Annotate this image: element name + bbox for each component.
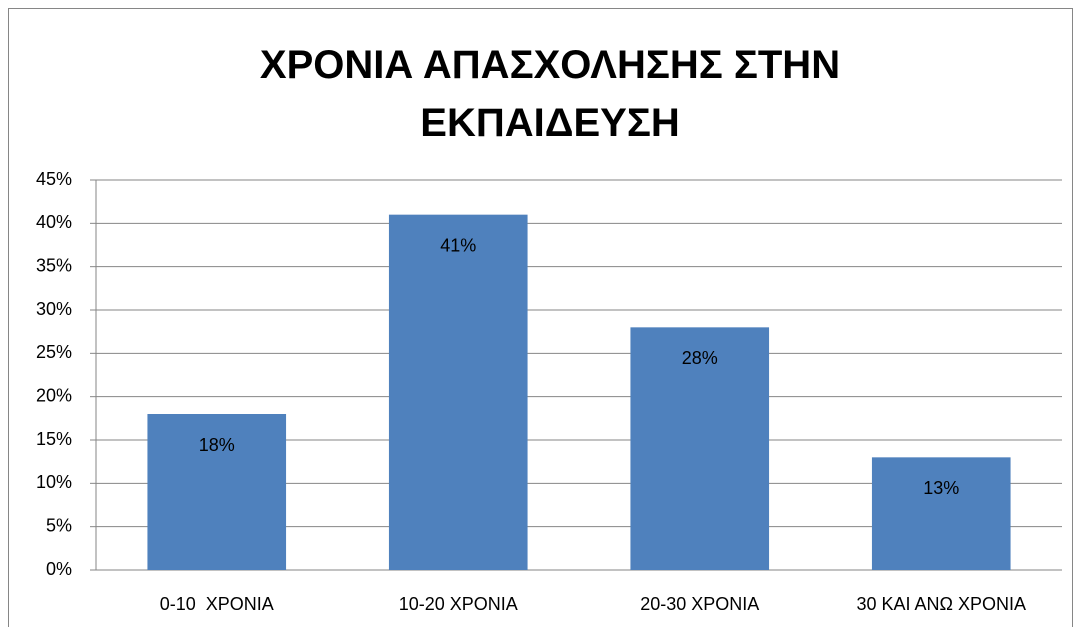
y-tick-label: 30% — [36, 299, 72, 319]
data-label: 18% — [199, 435, 235, 455]
y-tick-label: 10% — [36, 472, 72, 492]
bar — [630, 327, 770, 570]
x-tick-label: 20-30 ΧΡΟΝΙΑ — [640, 594, 759, 614]
chart-title: ΧΡΟΝΙΑ ΑΠΑΣΧΟΛΗΣΗΣ ΣΤΗΝ ΕΚΠΑΙΔΕΥΣΗ — [259, 43, 841, 145]
bar — [871, 457, 1011, 570]
y-tick-label: 40% — [36, 212, 72, 232]
data-label: 41% — [440, 235, 476, 255]
data-label: 28% — [682, 348, 718, 368]
chart-border — [8, 8, 1073, 627]
x-tick-label: 10-20 ΧΡΟΝΙΑ — [399, 594, 518, 614]
y-tick-label: 20% — [36, 385, 72, 405]
y-tick-label: 25% — [36, 342, 72, 362]
y-tick-label: 0% — [46, 559, 72, 579]
y-tick-label: 5% — [46, 515, 72, 535]
data-label: 13% — [923, 478, 959, 498]
y-tick-label: 15% — [36, 429, 72, 449]
x-tick-label: 30 ΚΑΙ ΑΝΩ ΧΡΟΝΙΑ — [856, 594, 1026, 614]
bar — [147, 414, 287, 570]
y-tick-label: 45% — [36, 169, 72, 189]
bar — [388, 214, 528, 570]
y-tick-label: 35% — [36, 255, 72, 275]
x-tick-label: 0-10 ΧΡΟΝΙΑ — [160, 594, 274, 614]
